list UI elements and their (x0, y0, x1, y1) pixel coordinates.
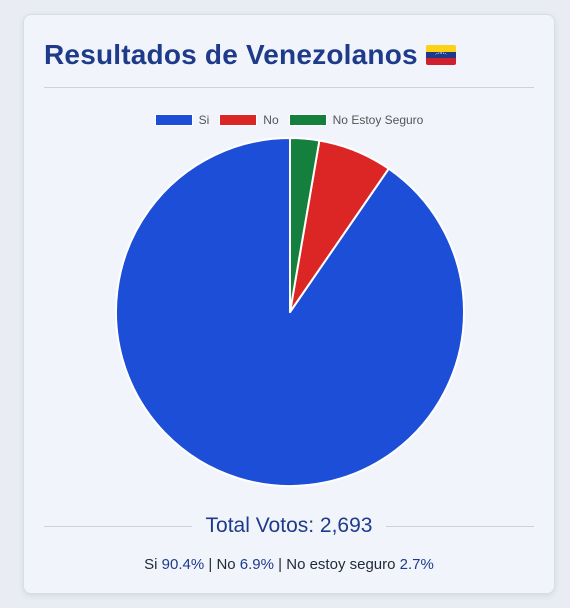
legend-item-si[interactable]: Si (154, 112, 210, 128)
chart-legend: Si No No Estoy Seguro (24, 112, 554, 128)
pie-chart (114, 137, 465, 487)
flag-stars (434, 52, 447, 58)
total-votes: Total Votos: 2,693 (205, 514, 373, 537)
legend-label-unsure: No Estoy Seguro (332, 113, 424, 127)
title-divider (44, 87, 534, 88)
flag-stripe-yellow (425, 45, 456, 52)
legend-swatch-no (219, 114, 258, 126)
summary-si-pct: 90.4% (161, 556, 205, 573)
flag-stripe-red (425, 58, 456, 65)
summary-no-label: No (216, 556, 236, 573)
legend-swatch-si (154, 114, 193, 126)
pie-slice-unsure[interactable] (289, 137, 321, 313)
summary-unsure-label: No estoy seguro (286, 556, 396, 573)
summary-unsure-pct: 2.7% (399, 556, 434, 573)
summary-sep-2: | (278, 556, 283, 573)
summary-sep-1: | (208, 556, 213, 573)
total-divider-left (44, 525, 192, 527)
results-card: Resultados de Venezolanos Si No No Estoy… (23, 14, 555, 594)
venezuela-flag-icon (425, 45, 456, 65)
total-row: Total Votos: 2,693 (44, 511, 534, 541)
legend-swatch-unsure (288, 114, 327, 126)
page-title: Resultados de Venezolanos (44, 39, 418, 70)
legend-label-no: No (263, 113, 279, 127)
summary-no-pct: 6.9% (239, 556, 274, 573)
legend-item-unsure[interactable]: No Estoy Seguro (288, 112, 424, 128)
legend-item-no[interactable]: No (219, 112, 279, 128)
total-divider-right (386, 525, 534, 527)
legend-label-si: Si (198, 113, 210, 127)
vote-summary: Si 90.4% | No 6.9% | No estoy seguro 2.7… (24, 556, 554, 573)
title-row: Resultados de Venezolanos (44, 35, 456, 75)
summary-si-label: Si (144, 556, 158, 573)
